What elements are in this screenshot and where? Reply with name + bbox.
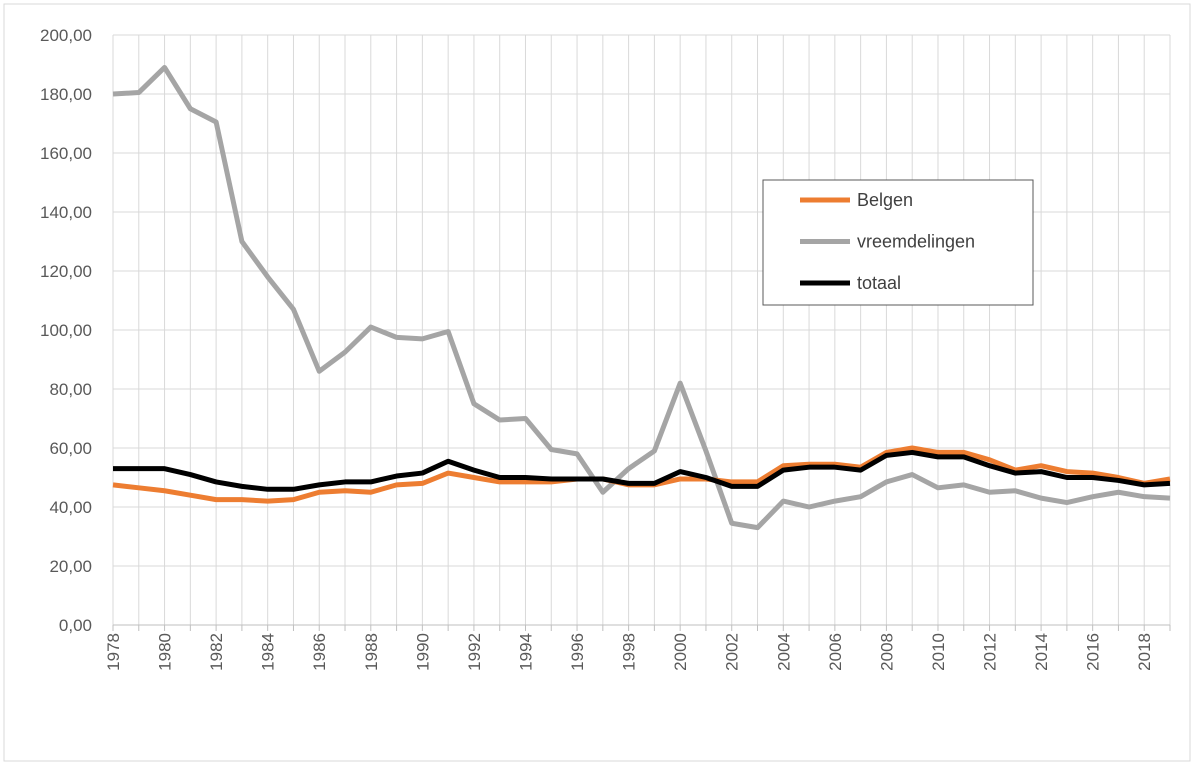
x-tick-label: 1998 (620, 633, 639, 671)
x-tick-label: 1996 (568, 633, 587, 671)
y-tick-label: 0,00 (59, 616, 92, 635)
y-tick-label: 100,00 (40, 321, 92, 340)
x-tick-label: 1994 (516, 633, 535, 671)
y-tick-label: 180,00 (40, 85, 92, 104)
x-tick-label: 1986 (310, 633, 329, 671)
y-tick-label: 140,00 (40, 203, 92, 222)
x-tick-label: 1988 (362, 633, 381, 671)
legend-label: totaal (857, 273, 901, 293)
x-tick-label: 2010 (929, 633, 948, 671)
x-tick-label: 1984 (259, 633, 278, 671)
x-tick-label: 2012 (981, 633, 1000, 671)
chart-frame (3, 3, 1191, 762)
y-tick-label: 60,00 (49, 439, 92, 458)
x-tick-label: 1990 (413, 633, 432, 671)
line-series (113, 449, 1171, 492)
x-tick-label: 1978 (104, 633, 123, 671)
x-tick-label: 1982 (207, 633, 226, 671)
x-tick-label: 1980 (156, 633, 175, 671)
legend-label: Belgen (857, 190, 913, 210)
x-tick-label: 2008 (877, 633, 896, 671)
y-tick-label: 120,00 (40, 262, 92, 281)
y-tick-label: 40,00 (49, 498, 92, 517)
x-tick-label: 2016 (1084, 633, 1103, 671)
x-tick-label: 2006 (826, 633, 845, 671)
legend-label: vreemdelingen (857, 232, 975, 252)
y-tick-label: 20,00 (49, 557, 92, 576)
line-series (112, 64, 1171, 531)
x-tick-label: 2002 (723, 633, 742, 671)
x-tick-label: 2018 (1135, 633, 1154, 671)
y-tick-label: 200,00 (40, 26, 92, 45)
x-tick-label: 2000 (671, 633, 690, 671)
x-tick-label: 2004 (774, 633, 793, 671)
x-tick-label: 1992 (465, 633, 484, 671)
y-tick-label: 80,00 (49, 380, 92, 399)
y-tick-label: 160,00 (40, 144, 92, 163)
x-tick-label: 2014 (1032, 633, 1051, 671)
